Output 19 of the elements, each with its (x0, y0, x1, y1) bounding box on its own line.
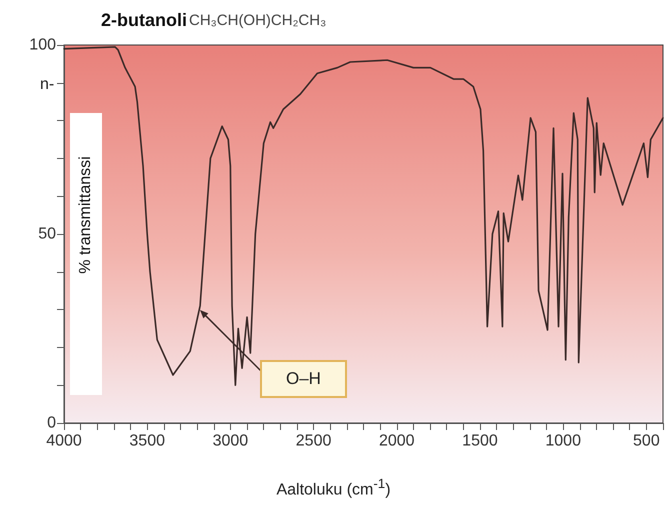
annotation: O–H (260, 360, 347, 398)
chart-subtitle: CH₃CH(OH)CH₂CH₃ (189, 12, 326, 29)
y-axis-title: % transmittanssi (77, 156, 95, 274)
x-tick-label: 1500 (462, 432, 498, 450)
x-tick-label: 1000 (545, 432, 582, 450)
line-series (63, 46, 664, 386)
y-tick-label: 100 (29, 36, 56, 54)
x-axis-title: Aaltoluku (cm$^{-1}$) (275, 476, 392, 500)
x-tick-label: 3500 (129, 432, 166, 450)
x-tick-label: 500 (633, 432, 660, 450)
x-tick-label: 4000 (46, 432, 82, 450)
y-tick-label: 0 (47, 414, 56, 432)
y-tick-label: 50 (38, 226, 56, 242)
chart-title: 2-butanoli (101, 10, 187, 30)
label-panel: % transmittanssi (70, 113, 102, 395)
x-tick-label: 2500 (296, 432, 332, 450)
text: n- (40, 76, 54, 94)
x-tick-label: 2000 (378, 432, 415, 450)
x-tick-label: 3000 (212, 432, 248, 450)
